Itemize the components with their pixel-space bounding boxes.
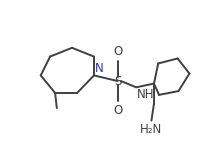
Text: S: S [114,74,121,88]
Text: NH: NH [137,88,155,101]
Text: O: O [113,45,122,58]
Text: O: O [113,104,122,117]
Text: H₂N: H₂N [140,123,163,136]
Text: N: N [95,62,104,75]
